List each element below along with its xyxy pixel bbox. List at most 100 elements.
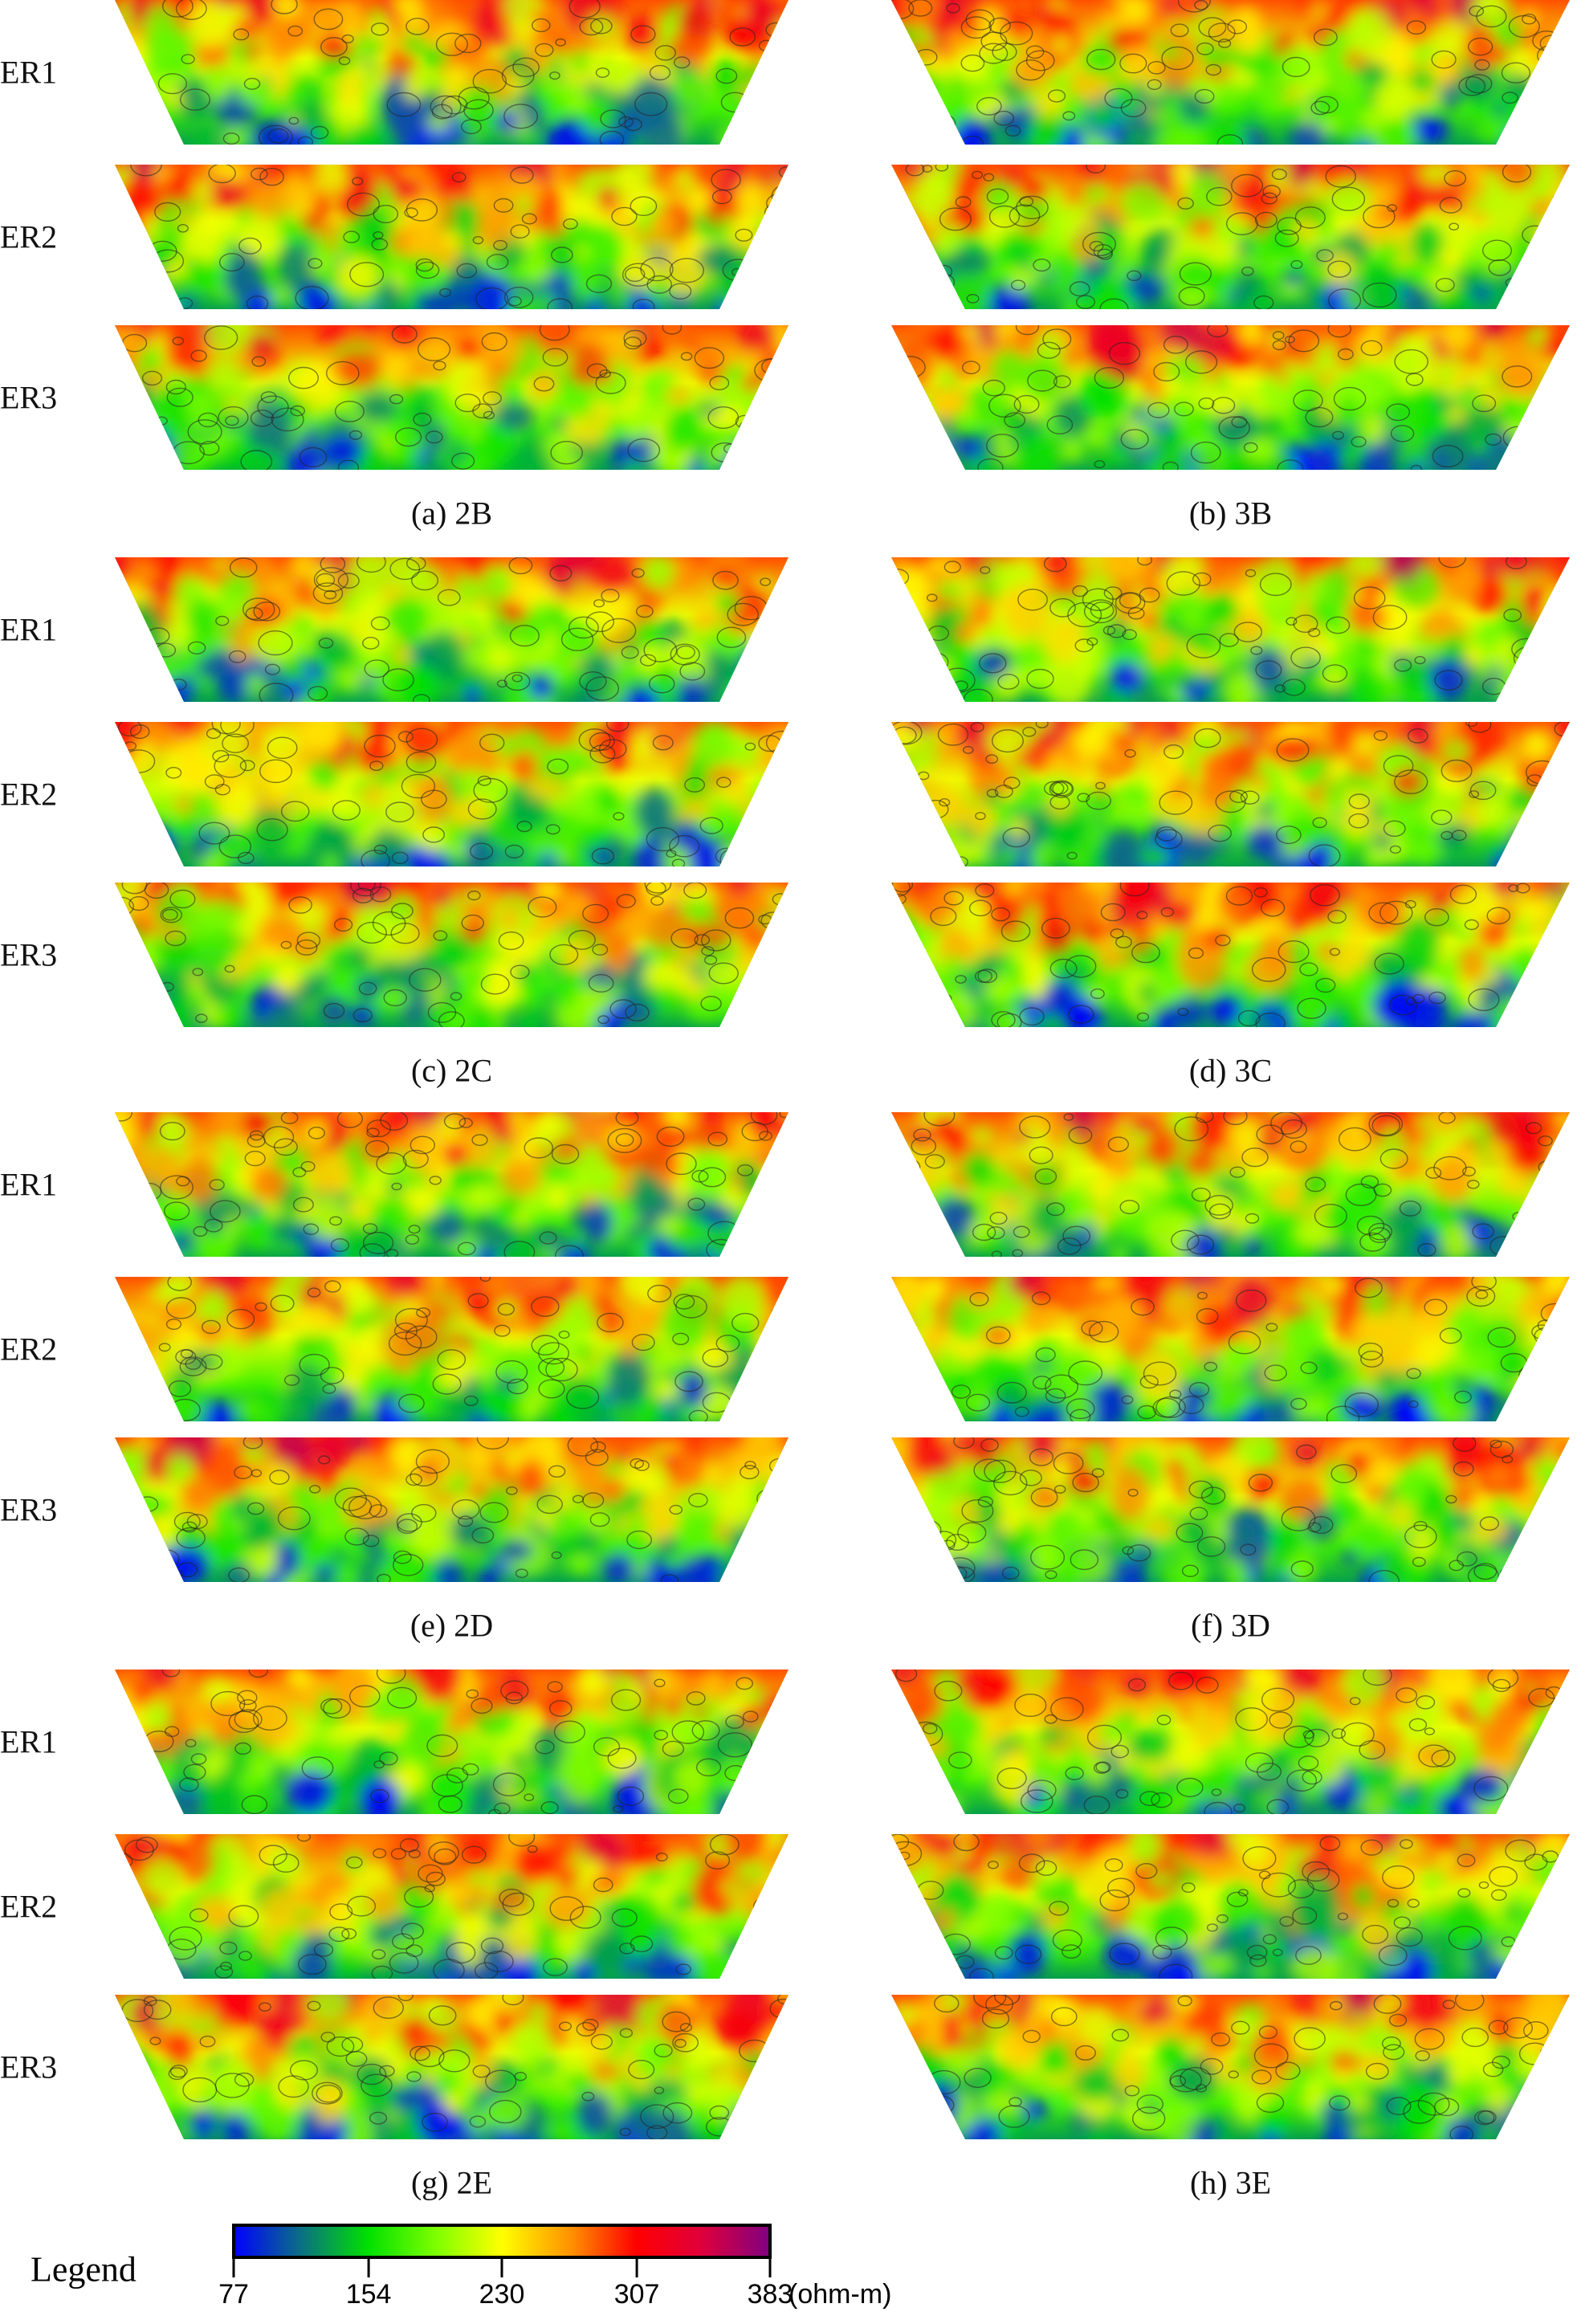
resistivity-blob bbox=[997, 846, 1022, 861]
contour-line bbox=[334, 1487, 367, 1511]
resistivity-blob bbox=[624, 1319, 651, 1343]
resistivity-blob bbox=[320, 995, 348, 1026]
contour-line bbox=[991, 907, 1011, 922]
contour-line bbox=[895, 259, 930, 284]
resistivity-blob bbox=[525, 774, 564, 800]
contour-line bbox=[980, 566, 991, 574]
resistivity-blob bbox=[1336, 1005, 1363, 1027]
contour-line bbox=[601, 618, 637, 643]
contour-line bbox=[1472, 394, 1497, 413]
resistivity-blob bbox=[1440, 252, 1465, 271]
resistivity-blob bbox=[1452, 1011, 1496, 1027]
contour-line bbox=[376, 1152, 407, 1175]
contour-line bbox=[1090, 601, 1114, 619]
contour-line bbox=[297, 136, 314, 145]
resistivity-blob bbox=[624, 687, 660, 702]
contour-line bbox=[181, 54, 195, 65]
resistivity-blob bbox=[929, 1242, 958, 1257]
resistivity-blob bbox=[120, 982, 136, 998]
contour-line bbox=[996, 1013, 1022, 1027]
resistivity-blob bbox=[1043, 979, 1081, 1018]
resistivity-blob bbox=[1311, 970, 1339, 1001]
resistivity-blob bbox=[165, 336, 184, 355]
resistivity-blob bbox=[115, 671, 136, 702]
resistivity-blob bbox=[1343, 888, 1359, 902]
contour-line bbox=[1274, 229, 1299, 247]
contour-line bbox=[528, 896, 557, 918]
contour-line bbox=[694, 347, 724, 369]
contour-line bbox=[1449, 222, 1460, 230]
contour-line bbox=[437, 1349, 467, 1370]
resistivity-blob bbox=[1323, 325, 1356, 349]
contour-line bbox=[625, 1003, 650, 1021]
resistivity-blob bbox=[1543, 325, 1570, 345]
resistivity-blob bbox=[1173, 256, 1218, 292]
contour-line bbox=[1383, 755, 1414, 777]
resistivity-blob bbox=[1285, 813, 1332, 846]
resistivity-blob bbox=[893, 1230, 908, 1242]
resistivity-blob bbox=[1537, 407, 1563, 429]
contour-line bbox=[962, 361, 980, 374]
resistivity-blob bbox=[891, 374, 916, 428]
resistivity-blob bbox=[905, 231, 931, 261]
contour-line bbox=[1310, 100, 1330, 116]
contour-line bbox=[1255, 660, 1282, 680]
resistivity-blob bbox=[617, 1277, 664, 1304]
contour-line bbox=[386, 92, 422, 117]
contour-line bbox=[1277, 459, 1304, 470]
resistivity-blob bbox=[737, 683, 760, 699]
contour-line bbox=[253, 601, 281, 622]
contour-line bbox=[204, 325, 238, 350]
resistivity-blob bbox=[175, 797, 193, 813]
resistivity-blob bbox=[904, 269, 923, 295]
contour-line bbox=[589, 1512, 610, 1527]
contour-line bbox=[264, 663, 280, 675]
resistivity-blob bbox=[1033, 1017, 1052, 1027]
contour-line bbox=[467, 798, 497, 820]
contour-line bbox=[1069, 281, 1090, 297]
contour-line bbox=[239, 760, 255, 772]
resistivity-blob bbox=[129, 109, 165, 145]
contour-line bbox=[195, 1013, 208, 1023]
resistivity-blob bbox=[915, 289, 937, 304]
resistivity-blob bbox=[688, 340, 730, 375]
resistivity-blob bbox=[625, 13, 661, 55]
contour-line bbox=[493, 239, 507, 251]
resistivity-blob bbox=[1412, 116, 1449, 144]
contour-line bbox=[688, 1493, 708, 1508]
resistivity-blob bbox=[1204, 926, 1232, 951]
contour-line bbox=[475, 287, 508, 309]
contour-line bbox=[673, 1294, 695, 1310]
contour-line bbox=[891, 766, 903, 775]
resistivity-blob bbox=[760, 236, 788, 269]
resistivity-blob bbox=[139, 348, 162, 372]
contour-line bbox=[625, 267, 646, 282]
resistivity-blob bbox=[1078, 557, 1110, 570]
resistivity-blob bbox=[1517, 410, 1565, 446]
row-label-er3-group-0: ER3 bbox=[0, 379, 58, 416]
contour-line bbox=[1502, 165, 1532, 183]
contour-line bbox=[412, 694, 430, 702]
resistivity-blob bbox=[600, 928, 634, 972]
contour-line bbox=[606, 722, 630, 732]
resistivity-blob bbox=[454, 338, 478, 363]
resistivity-blob bbox=[1081, 43, 1122, 76]
contour-line bbox=[650, 895, 664, 906]
resistivity-blob bbox=[1430, 20, 1473, 53]
contour-line bbox=[240, 450, 273, 470]
contour-line bbox=[680, 352, 693, 361]
resistivity-blob bbox=[570, 1490, 586, 1508]
resistivity-blob bbox=[1383, 118, 1412, 145]
resistivity-blob bbox=[172, 836, 189, 846]
resistivity-blob bbox=[203, 65, 232, 103]
resistivity-blob bbox=[137, 463, 153, 470]
resistivity-blob bbox=[950, 118, 992, 145]
contour-line bbox=[115, 377, 135, 398]
resistivity-blob bbox=[1303, 287, 1326, 309]
resistivity-blob bbox=[1201, 636, 1218, 658]
contour-line bbox=[1046, 415, 1074, 434]
resistivity-blob bbox=[1514, 898, 1554, 925]
contour-line bbox=[249, 1130, 264, 1141]
resistivity-blob bbox=[115, 634, 133, 663]
contour-line bbox=[762, 1562, 782, 1577]
